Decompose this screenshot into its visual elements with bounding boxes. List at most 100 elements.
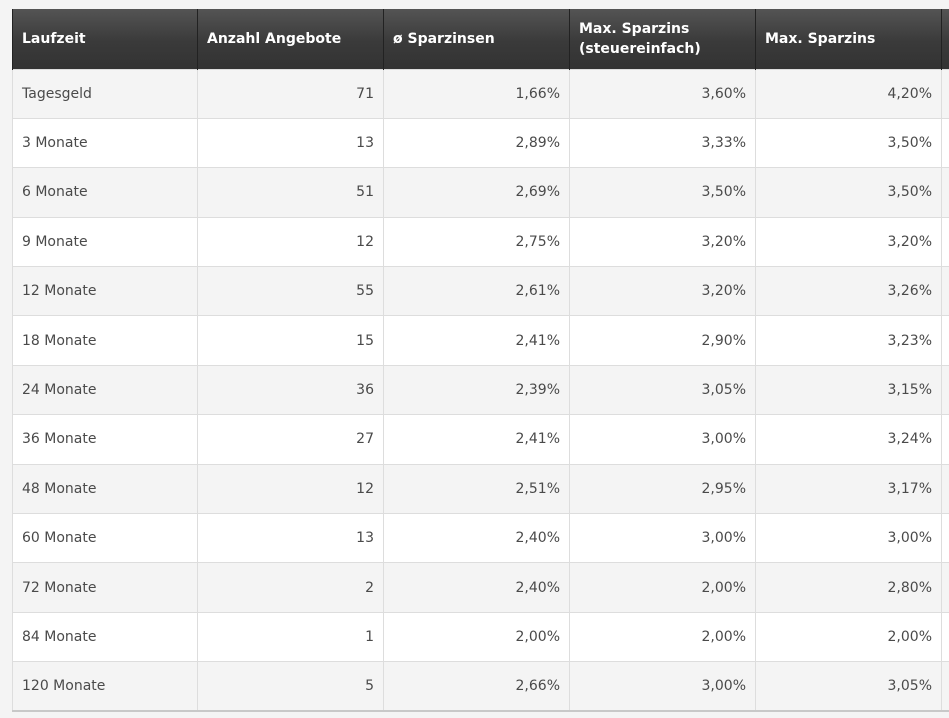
cell-avg-sparzinsen: 2,69% — [383, 167, 570, 218]
header-laufzeit: Laufzeit — [12, 9, 198, 69]
cell-overflow-column — [941, 216, 949, 268]
cell-max-sparzins: 3,26% — [755, 266, 942, 317]
cell-avg-sparzinsen: 2,41% — [383, 315, 570, 366]
cell-anzahl-angebote: 71 — [197, 68, 384, 119]
cell-max-sparzins: 2,00% — [755, 611, 942, 663]
cell-max-sparzins: 3,50% — [755, 167, 942, 218]
table-row: 24 Monate 36 2,39% 3,05% 3,15% — [12, 364, 949, 416]
cell-anzahl-angebote: 36 — [197, 364, 384, 416]
table-header: Laufzeit Anzahl Angebote ø Sparzinsen Ma… — [12, 9, 949, 69]
cell-avg-sparzinsen: 2,41% — [383, 414, 570, 465]
cell-max-sparzins: 3,20% — [755, 216, 942, 268]
table-row: 3 Monate 13 2,89% 3,33% 3,50% — [12, 117, 949, 169]
cell-laufzeit: 60 Monate — [12, 513, 198, 564]
cell-max-sparzins: 3,24% — [755, 414, 942, 465]
table-row: 60 Monate 13 2,40% 3,00% 3,00% — [12, 513, 949, 564]
table-row: 12 Monate 55 2,61% 3,20% 3,26% — [12, 266, 949, 317]
cell-avg-sparzinsen: 2,39% — [383, 364, 570, 416]
cell-max-sparzins: 3,23% — [755, 315, 942, 366]
cell-overflow-column — [941, 167, 949, 218]
cell-laufzeit: 84 Monate — [12, 611, 198, 663]
cell-overflow-column — [941, 562, 949, 613]
cell-overflow-column — [941, 611, 949, 663]
cell-laufzeit: 3 Monate — [12, 117, 198, 169]
cell-max-sparzins-steuereinfach: 2,00% — [569, 562, 756, 613]
cell-avg-sparzinsen: 1,66% — [383, 68, 570, 119]
cell-laufzeit: 6 Monate — [12, 167, 198, 218]
header-avg-sparzinsen: ø Sparzinsen — [383, 9, 570, 69]
cell-max-sparzins: 3,17% — [755, 463, 942, 515]
table-row: 6 Monate 51 2,69% 3,50% 3,50% — [12, 167, 949, 218]
cell-max-sparzins-steuereinfach: 3,50% — [569, 167, 756, 218]
table-row: 72 Monate 2 2,40% 2,00% 2,80% — [12, 562, 949, 613]
table-row: 48 Monate 12 2,51% 2,95% 3,17% — [12, 463, 949, 515]
table-row: 84 Monate 1 2,00% 2,00% 2,00% — [12, 611, 949, 663]
cell-laufzeit: 72 Monate — [12, 562, 198, 613]
cell-max-sparzins-steuereinfach: 3,05% — [569, 364, 756, 416]
interest-rate-table: Laufzeit Anzahl Angebote ø Sparzinsen Ma… — [12, 9, 949, 713]
cell-anzahl-angebote: 12 — [197, 216, 384, 268]
cell-max-sparzins-steuereinfach: 3,00% — [569, 414, 756, 465]
cell-max-sparzins: 4,20% — [755, 68, 942, 119]
cell-overflow-column — [941, 414, 949, 465]
cell-anzahl-angebote: 13 — [197, 513, 384, 564]
cell-max-sparzins: 3,00% — [755, 513, 942, 564]
cell-max-sparzins: 3,05% — [755, 661, 942, 713]
cell-anzahl-angebote: 51 — [197, 167, 384, 218]
header-row: Laufzeit Anzahl Angebote ø Sparzinsen Ma… — [12, 9, 949, 69]
cell-laufzeit: 48 Monate — [12, 463, 198, 515]
cell-max-sparzins-steuereinfach: 3,00% — [569, 661, 756, 713]
cell-avg-sparzinsen: 2,89% — [383, 117, 570, 169]
cell-laufzeit: Tagesgeld — [12, 68, 198, 119]
header-max-sparzins-steuereinfach: Max. Sparzins (steuereinfach) — [569, 9, 756, 69]
cell-overflow-column — [941, 315, 949, 366]
cell-max-sparzins-steuereinfach: 2,90% — [569, 315, 756, 366]
cell-avg-sparzinsen: 2,00% — [383, 611, 570, 663]
cell-overflow-column — [941, 364, 949, 416]
cell-avg-sparzinsen: 2,66% — [383, 661, 570, 713]
table-row: 120 Monate 5 2,66% 3,00% 3,05% — [12, 661, 949, 713]
cell-max-sparzins-steuereinfach: 3,20% — [569, 216, 756, 268]
cell-max-sparzins-steuereinfach: 3,20% — [569, 266, 756, 317]
cell-laufzeit: 9 Monate — [12, 216, 198, 268]
cell-overflow-column — [941, 661, 949, 713]
cell-laufzeit: 120 Monate — [12, 661, 198, 713]
cell-max-sparzins-steuereinfach: 2,95% — [569, 463, 756, 515]
cell-overflow-column — [941, 513, 949, 564]
cell-overflow-column — [941, 463, 949, 515]
cell-max-sparzins-steuereinfach: 3,33% — [569, 117, 756, 169]
cell-max-sparzins: 3,15% — [755, 364, 942, 416]
cell-max-sparzins-steuereinfach: 2,00% — [569, 611, 756, 663]
header-overflow-column — [941, 9, 949, 69]
cell-max-sparzins: 2,80% — [755, 562, 942, 613]
table-body: Tagesgeld 71 1,66% 3,60% 4,20% 3 Monate 13 2,89… — [12, 68, 949, 713]
table-row: 36 Monate 27 2,41% 3,00% 3,24% — [12, 414, 949, 465]
cell-anzahl-angebote: 2 — [197, 562, 384, 613]
cell-laufzeit: 18 Monate — [12, 315, 198, 366]
cell-overflow-column — [941, 68, 949, 119]
cell-anzahl-angebote: 1 — [197, 611, 384, 663]
cell-max-sparzins-steuereinfach: 3,00% — [569, 513, 756, 564]
cell-anzahl-angebote: 13 — [197, 117, 384, 169]
cell-anzahl-angebote: 15 — [197, 315, 384, 366]
cell-anzahl-angebote: 5 — [197, 661, 384, 713]
header-max-sparzins: Max. Sparzins — [755, 9, 942, 69]
cell-anzahl-angebote: 27 — [197, 414, 384, 465]
cell-avg-sparzinsen: 2,51% — [383, 463, 570, 515]
cell-max-sparzins: 3,50% — [755, 117, 942, 169]
cell-avg-sparzinsen: 2,61% — [383, 266, 570, 317]
table-row: 9 Monate 12 2,75% 3,20% 3,20% — [12, 216, 949, 268]
table-row: Tagesgeld 71 1,66% 3,60% 4,20% — [12, 68, 949, 119]
header-anzahl-angebote: Anzahl Angebote — [197, 9, 384, 69]
cell-overflow-column — [941, 117, 949, 169]
cell-anzahl-angebote: 12 — [197, 463, 384, 515]
cell-avg-sparzinsen: 2,40% — [383, 562, 570, 613]
cell-max-sparzins-steuereinfach: 3,60% — [569, 68, 756, 119]
cell-anzahl-angebote: 55 — [197, 266, 384, 317]
cell-laufzeit: 24 Monate — [12, 364, 198, 416]
cell-avg-sparzinsen: 2,40% — [383, 513, 570, 564]
cell-laufzeit: 12 Monate — [12, 266, 198, 317]
table-row: 18 Monate 15 2,41% 2,90% 3,23% — [12, 315, 949, 366]
cell-avg-sparzinsen: 2,75% — [383, 216, 570, 268]
